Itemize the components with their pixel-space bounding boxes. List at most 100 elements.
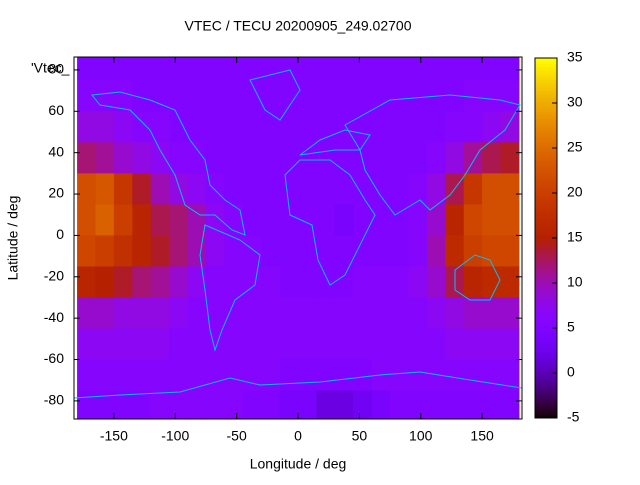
heat-cell xyxy=(77,173,96,205)
heat-cell xyxy=(426,390,446,419)
heat-cell xyxy=(169,328,189,361)
heat-cell xyxy=(224,328,244,361)
heat-cell xyxy=(390,328,409,361)
heat-cell xyxy=(132,204,152,236)
heat-cell xyxy=(150,235,170,267)
heat-cell xyxy=(113,266,133,298)
colorbar-step xyxy=(535,229,557,233)
heat-cell xyxy=(113,328,133,361)
heat-cell xyxy=(132,297,152,329)
heat-cell xyxy=(169,204,189,236)
heat-cell xyxy=(334,142,354,174)
heat-cell xyxy=(261,328,281,361)
heat-cell xyxy=(77,297,96,329)
heat-cell xyxy=(463,235,483,267)
heat-cell xyxy=(408,111,428,143)
colorbar-step xyxy=(535,214,557,218)
heat-cell xyxy=(132,57,152,81)
colorbar-step xyxy=(535,196,557,200)
colorbar-step xyxy=(535,85,557,89)
heat-cell xyxy=(371,173,391,205)
heat-cell xyxy=(334,359,354,392)
colorbar-step xyxy=(535,154,557,158)
heat-cell xyxy=(113,142,133,174)
heat-cell xyxy=(169,359,189,392)
heat-cell xyxy=(187,80,207,112)
heat-cell xyxy=(261,359,281,392)
colorbar-step xyxy=(535,199,557,203)
colorbar-step xyxy=(535,106,557,110)
colorbar-step xyxy=(535,112,557,116)
colorbar-step xyxy=(535,73,557,77)
heat-cell xyxy=(150,266,170,298)
heat-cell xyxy=(261,111,281,143)
heat-cell xyxy=(500,297,520,329)
colorbar-step xyxy=(535,385,557,389)
colorbar-step xyxy=(535,316,557,320)
colorbar-step xyxy=(535,376,557,380)
heat-cell xyxy=(169,235,189,267)
heat-cell xyxy=(334,57,354,81)
heat-cell xyxy=(463,204,483,236)
heat-cell xyxy=(77,57,96,81)
heat-cell xyxy=(261,204,281,236)
coastlines xyxy=(74,69,522,419)
x-tick-label: -100 xyxy=(161,428,189,444)
heat-cell xyxy=(242,57,262,81)
heat-cell xyxy=(279,390,299,419)
heat-cell xyxy=(390,173,409,205)
heat-cell xyxy=(316,359,336,392)
heat-cell xyxy=(445,390,465,419)
heat-cell xyxy=(408,235,428,267)
colorbar-tick-label: 15 xyxy=(567,229,583,245)
heat-cell xyxy=(390,235,409,267)
colorbar-step xyxy=(535,166,557,170)
heat-cell xyxy=(261,173,281,205)
heat-cell xyxy=(150,57,170,81)
colorbar-step xyxy=(535,238,557,242)
colorbar-step xyxy=(535,115,557,119)
heat-cell xyxy=(77,235,96,267)
colorbar-step xyxy=(535,169,557,173)
coast-north-america xyxy=(91,91,246,236)
heat-cell xyxy=(261,235,281,267)
heat-cell xyxy=(426,266,446,298)
colorbar-step xyxy=(535,346,557,350)
heat-cell xyxy=(500,57,520,81)
heat-cell xyxy=(242,111,262,143)
colorbar-step xyxy=(535,388,557,392)
colorbar-step xyxy=(535,100,557,104)
heat-cell xyxy=(77,142,96,174)
heat-cell xyxy=(242,297,262,329)
heat-cell xyxy=(279,111,299,143)
heat-cell xyxy=(205,390,225,419)
colorbar-step xyxy=(535,205,557,209)
colorbar-step xyxy=(535,202,557,206)
heat-cell xyxy=(242,80,262,112)
heat-cell xyxy=(408,173,428,205)
heat-cell xyxy=(334,173,354,205)
colorbar-step xyxy=(535,400,557,404)
colorbar-step xyxy=(535,340,557,344)
heat-cell xyxy=(113,297,133,329)
heat-cell xyxy=(482,142,502,174)
heat-cell xyxy=(169,57,189,81)
heat-cell xyxy=(150,111,170,143)
heat-cell xyxy=(390,359,409,392)
heat-cell xyxy=(298,266,317,298)
heat-cell xyxy=(426,142,446,174)
heat-cell xyxy=(500,173,520,205)
heat-cell xyxy=(482,111,502,143)
heat-cell xyxy=(169,173,189,205)
heat-cell xyxy=(95,173,115,205)
heat-cell xyxy=(224,80,244,112)
heat-cell xyxy=(132,111,152,143)
heat-cell xyxy=(445,80,465,112)
heat-cell xyxy=(353,297,373,329)
heat-cell xyxy=(187,173,207,205)
heat-cell xyxy=(445,142,465,174)
heat-cell xyxy=(408,328,428,361)
legend-label: 'Vtec_ xyxy=(31,60,70,76)
heat-cell xyxy=(279,235,299,267)
colorbar-step xyxy=(535,223,557,227)
